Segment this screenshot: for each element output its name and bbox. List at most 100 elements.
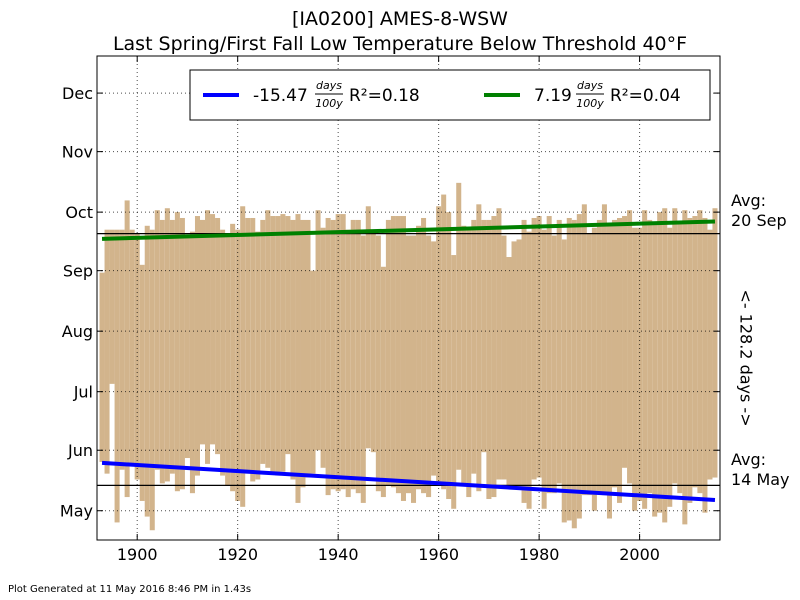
bar-1925: [260, 219, 266, 464]
bar-1936: [315, 210, 321, 451]
bar-1975: [511, 241, 517, 490]
bar-1994: [606, 223, 612, 519]
bar-2010: [687, 217, 693, 503]
bar-1976: [516, 239, 522, 488]
x-tick-label-1920: 1920: [217, 545, 258, 564]
bar-1997: [622, 216, 628, 468]
bar-1912: [194, 216, 200, 476]
bar-1977: [521, 219, 527, 503]
bar-2012: [697, 210, 703, 494]
bar-2007: [672, 208, 678, 484]
avg-spring-annotation: Avg: 14 May: [731, 450, 790, 490]
bar-1970: [486, 219, 492, 500]
bar-1948: [375, 235, 381, 492]
bar-1904: [154, 210, 160, 470]
bar-2004: [657, 212, 663, 513]
bar-1938: [325, 217, 331, 496]
bar-1984: [556, 219, 562, 484]
bar-1894: [104, 229, 110, 474]
bar-1916: [215, 217, 221, 455]
bar-1968: [476, 204, 482, 492]
bar-1911: [189, 231, 195, 494]
bar-1951: [390, 216, 396, 488]
avg-spring-value: 14 May: [731, 470, 790, 489]
bar-2009: [682, 210, 688, 525]
chart-subtitle: Last Spring/First Fall Low Temperature B…: [112, 33, 688, 55]
bar-1946: [365, 206, 371, 449]
bar-1989: [581, 204, 587, 496]
bar-1980: [536, 216, 542, 478]
legend-slope-fall: 7.19: [534, 86, 572, 106]
chart-title: [IA0200] AMES-8-WSW: [292, 8, 508, 30]
bar-1949: [380, 266, 386, 498]
legend-r2-fall: R²=0.04: [610, 86, 681, 106]
bar-1942: [345, 229, 351, 498]
legend: -15.47 days 100y R²=0.18 7.19 days 100y R²=0.04: [189, 69, 711, 121]
x-tick-label-1960: 1960: [418, 545, 459, 564]
season-length-text: <- 128.2 days ->: [736, 289, 756, 427]
bar-1950: [385, 219, 391, 486]
bar-1973: [501, 235, 507, 480]
bar-1978: [526, 231, 532, 509]
bar-1897: [119, 229, 125, 470]
bar-1910: [184, 237, 190, 459]
bar-1955: [411, 235, 417, 503]
bar-1958: [426, 235, 432, 498]
bar-1908: [174, 212, 180, 492]
y-tick-label-dec: Dec: [62, 84, 93, 103]
bar-1914: [205, 210, 211, 464]
y-tick-label-aug: Aug: [62, 322, 93, 341]
bar-1965: [461, 225, 467, 484]
bar-1962: [446, 212, 452, 500]
bar-1926: [265, 210, 271, 468]
bar-1927: [270, 216, 276, 474]
bar-1930: [285, 216, 291, 455]
bars-layer: [99, 182, 718, 531]
y-tick-label-jul: Jul: [73, 383, 93, 402]
bar-1903: [149, 229, 155, 531]
bar-1920: [235, 229, 241, 501]
bar-1896: [114, 229, 120, 523]
legend-frac-den-fall: 100y: [576, 97, 604, 110]
bar-1985: [561, 239, 567, 523]
avg-fall-value: 20 Sep: [731, 211, 787, 230]
bar-1944: [355, 219, 361, 494]
legend-slope-spring: -15.47: [253, 86, 308, 106]
bar-1971: [491, 216, 497, 498]
bar-1941: [340, 214, 346, 490]
bar-1995: [611, 219, 617, 488]
bar-1921: [240, 206, 246, 507]
bar-1981: [541, 229, 547, 509]
x-tick-label-2000: 2000: [619, 545, 660, 564]
bar-1918: [225, 235, 231, 486]
bar-1928: [275, 216, 281, 476]
bar-2013: [702, 217, 708, 513]
bar-1945: [360, 235, 366, 503]
bar-1979: [531, 217, 537, 480]
bar-1901: [139, 264, 145, 501]
bar-1991: [591, 227, 597, 511]
avg-fall-label: Avg:: [731, 191, 767, 210]
bar-1931: [290, 219, 296, 480]
bar-1935: [310, 270, 316, 474]
bar-1982: [546, 216, 552, 494]
legend-frac-den-spring: 100y: [315, 97, 343, 110]
x-tick-label-1940: 1940: [318, 545, 359, 564]
bar-1919: [230, 223, 236, 492]
bar-1956: [416, 225, 422, 490]
legend-box: [189, 69, 711, 121]
fall-trend-line: [101, 219, 716, 241]
bar-1954: [405, 235, 412, 494]
bar-1969: [481, 219, 487, 453]
bar-1993: [601, 204, 607, 496]
bar-2014: [707, 229, 713, 480]
bar-1933: [300, 219, 306, 488]
bar-1905: [159, 219, 165, 484]
spring-trend-line: [101, 460, 716, 502]
bar-1952: [395, 216, 401, 494]
bar-1996: [617, 217, 623, 503]
bar-1922: [245, 217, 251, 474]
bar-1907: [169, 219, 175, 474]
bar-2002: [647, 219, 653, 494]
plot-frame: [96, 55, 721, 541]
